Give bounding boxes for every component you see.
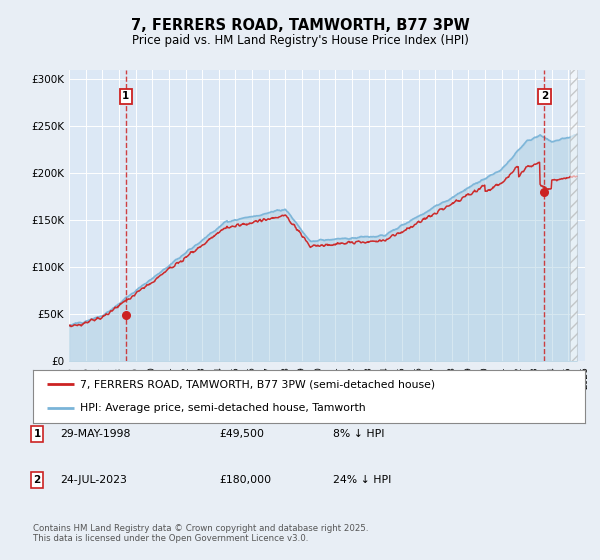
Text: £180,000: £180,000 <box>219 475 271 485</box>
Text: £49,500: £49,500 <box>219 429 264 439</box>
Text: 24-JUL-2023: 24-JUL-2023 <box>60 475 127 485</box>
Text: 29-MAY-1998: 29-MAY-1998 <box>60 429 130 439</box>
Text: 2: 2 <box>541 91 548 101</box>
Text: 24% ↓ HPI: 24% ↓ HPI <box>333 475 391 485</box>
Text: HPI: Average price, semi-detached house, Tamworth: HPI: Average price, semi-detached house,… <box>80 403 365 413</box>
Text: 1: 1 <box>34 429 41 439</box>
Text: 8% ↓ HPI: 8% ↓ HPI <box>333 429 385 439</box>
Text: 1: 1 <box>122 91 130 101</box>
Text: Price paid vs. HM Land Registry's House Price Index (HPI): Price paid vs. HM Land Registry's House … <box>131 34 469 46</box>
Text: 7, FERRERS ROAD, TAMWORTH, B77 3PW: 7, FERRERS ROAD, TAMWORTH, B77 3PW <box>131 18 469 33</box>
Text: 2: 2 <box>34 475 41 485</box>
Text: Contains HM Land Registry data © Crown copyright and database right 2025.
This d: Contains HM Land Registry data © Crown c… <box>33 524 368 543</box>
Text: 7, FERRERS ROAD, TAMWORTH, B77 3PW (semi-detached house): 7, FERRERS ROAD, TAMWORTH, B77 3PW (semi… <box>80 380 435 390</box>
